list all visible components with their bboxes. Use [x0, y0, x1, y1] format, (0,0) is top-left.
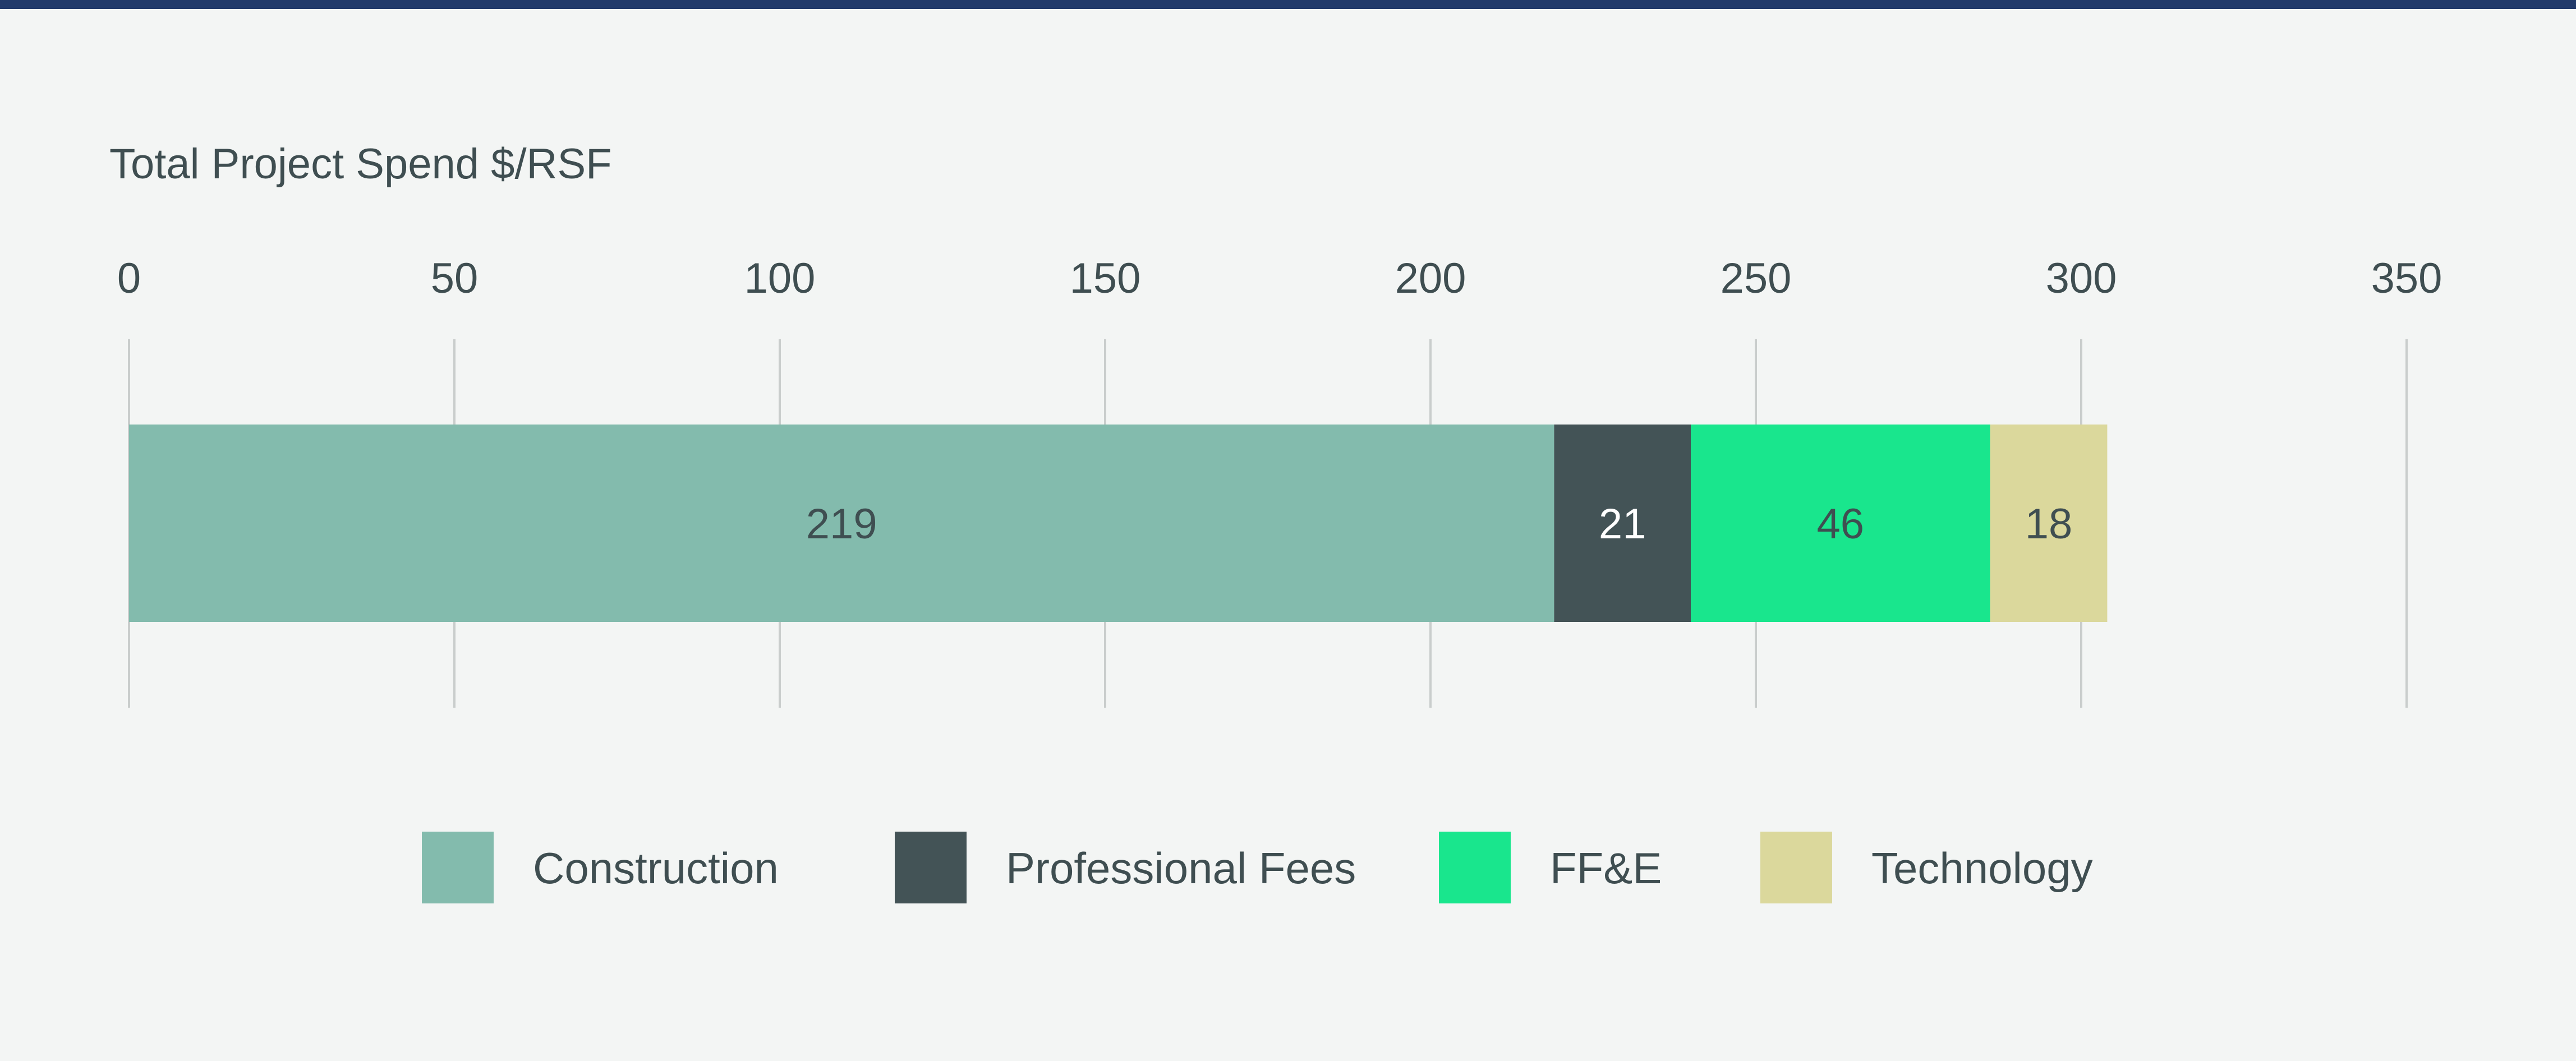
legend-label: Construction: [533, 843, 779, 893]
bar-segment: [1990, 425, 2108, 622]
legend-swatch: [422, 832, 494, 903]
legend: Construction Professional Fees FF&E Technol…: [422, 832, 2093, 903]
bar-segment: [129, 425, 1554, 622]
bar-segments: 219 21 46 18: [129, 425, 2108, 622]
x-tick-label: 250: [1721, 255, 1792, 302]
tick-labels: 0 50 100 150 200 250 300 350: [117, 255, 2442, 302]
legend-label: Technology: [1871, 843, 2093, 893]
chart-title: Total Project Spend $/RSF: [109, 140, 612, 188]
legend-swatch: [1760, 832, 1832, 903]
legend-swatch: [1439, 832, 1511, 903]
bar-segment: [1691, 425, 1990, 622]
data-label: 18: [2025, 500, 2073, 548]
x-tick-label: 150: [1070, 255, 1141, 302]
data-label: 21: [1599, 500, 1646, 548]
legend-label: FF&E: [1550, 843, 1662, 893]
x-tick-label: 350: [2371, 255, 2442, 302]
top-rule: [0, 0, 2576, 9]
legend-swatch: [895, 832, 967, 903]
x-tick-label: 0: [117, 255, 141, 302]
bar-segment: [1554, 425, 1691, 622]
legend-label: Professional Fees: [1006, 843, 1356, 893]
x-tick-label: 50: [431, 255, 479, 302]
x-tick-label: 200: [1395, 255, 1466, 302]
data-label: 219: [806, 500, 877, 548]
x-tick-label: 100: [744, 255, 816, 302]
x-tick-label: 300: [2046, 255, 2117, 302]
data-label: 46: [1817, 500, 1865, 548]
